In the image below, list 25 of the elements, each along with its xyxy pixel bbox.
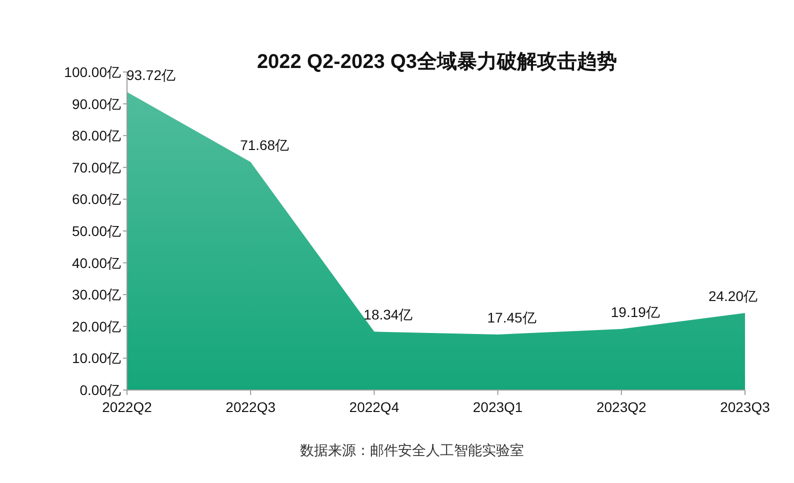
x-tick-label: 2022Q4 [349,399,400,415]
data-label: 93.72亿 [126,66,176,83]
data-label: 24.20亿 [708,288,758,304]
y-tick-label: 10.00亿 [72,350,121,366]
y-tick-label: 70.00亿 [72,159,121,176]
data-label: 19.19亿 [610,304,660,320]
x-tick-label: 2023Q3 [720,399,770,415]
y-tick-label: 30.00亿 [72,286,121,303]
y-tick-label: 50.00亿 [72,223,121,239]
source-note: 数据来源：邮件安全人工智能实验室 [300,442,524,458]
data-label: 18.34亿 [364,306,413,323]
x-tick-label: 2022Q3 [226,399,276,415]
x-tick-label: 2022Q2 [102,399,152,415]
x-tick-label: 2023Q2 [596,399,647,415]
y-tick-label: 20.00亿 [72,318,121,334]
y-tick-label: 40.00亿 [72,254,121,271]
data-label: 71.68亿 [240,137,290,154]
y-tick-label: 80.00亿 [72,128,121,144]
x-tick-label: 2023Q1 [472,399,523,415]
data-label: 17.45亿 [487,310,536,326]
y-tick-label: 60.00亿 [72,191,121,208]
y-tick-label: 100.00亿 [64,64,121,80]
y-tick-label: 90.00亿 [72,96,121,112]
chart-title: 2022 Q2-2023 Q3全域暴力破解攻击趋势 [256,51,618,73]
y-tick-label: 0.00亿 [80,382,121,398]
